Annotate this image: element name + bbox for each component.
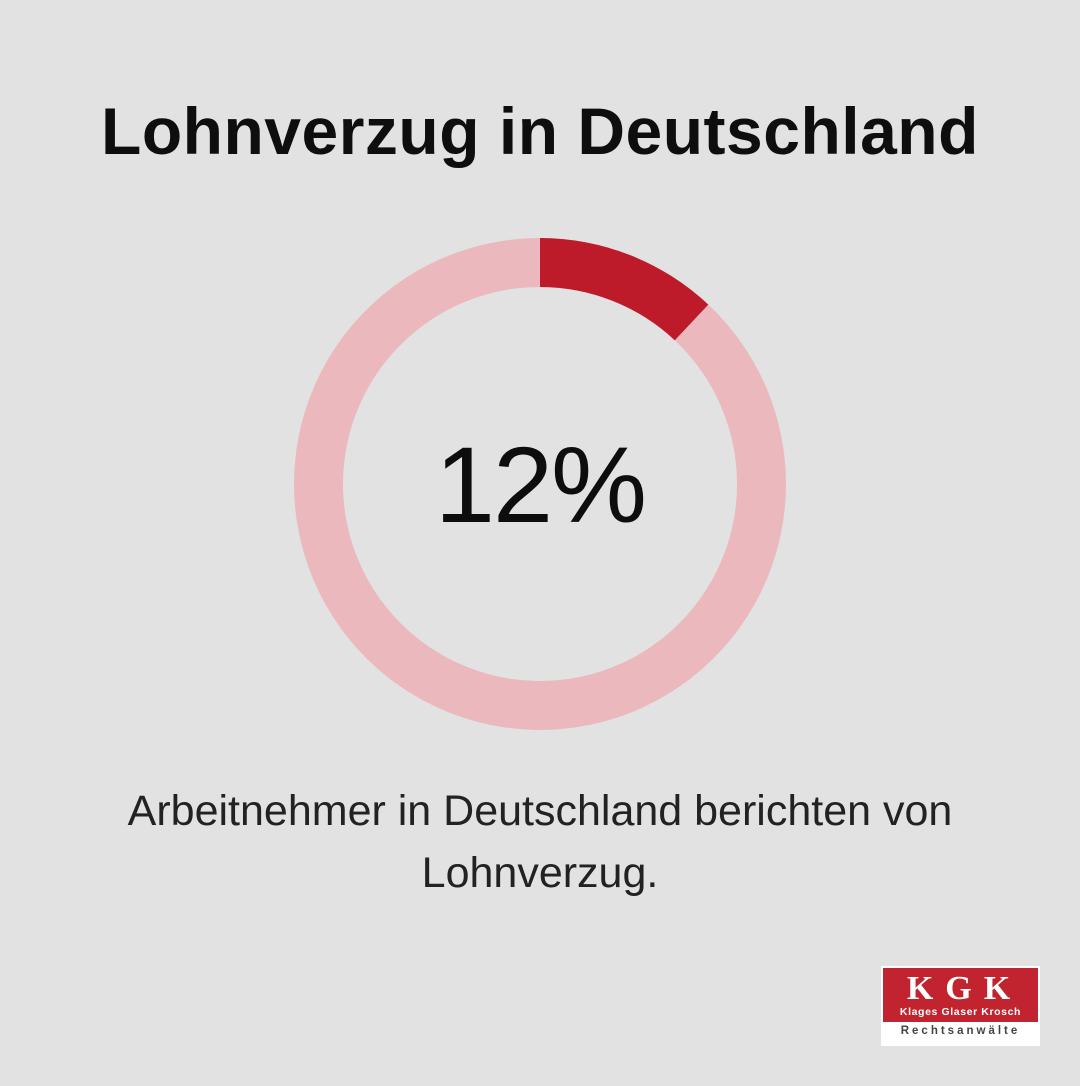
logo-letters: KGK (906, 970, 1023, 1007)
logo-subtitle: Rechtsanwälte (900, 1025, 1021, 1037)
donut-chart: 12% (294, 238, 786, 730)
page-title: Lohnverzug in Deutschland (101, 94, 979, 168)
logo-names: Klages Glaser Krosch (899, 1006, 1022, 1018)
description-line-1: Arbeitnehmer in Deutschland berichten vo… (127, 787, 953, 835)
donut-svg (294, 238, 786, 730)
donut-segment-value (540, 238, 709, 341)
logo-red-block: KGK Klages Glaser Krosch (883, 968, 1038, 1022)
center-percentage-label: 12% (434, 423, 647, 545)
kgk-logo: KGK Klages Glaser Krosch Rechtsanwälte (881, 966, 1040, 1046)
description-line-2: Lohnverzug. (421, 849, 659, 897)
description-text: Arbeitnehmer in Deutschland berichten vo… (40, 780, 1040, 904)
